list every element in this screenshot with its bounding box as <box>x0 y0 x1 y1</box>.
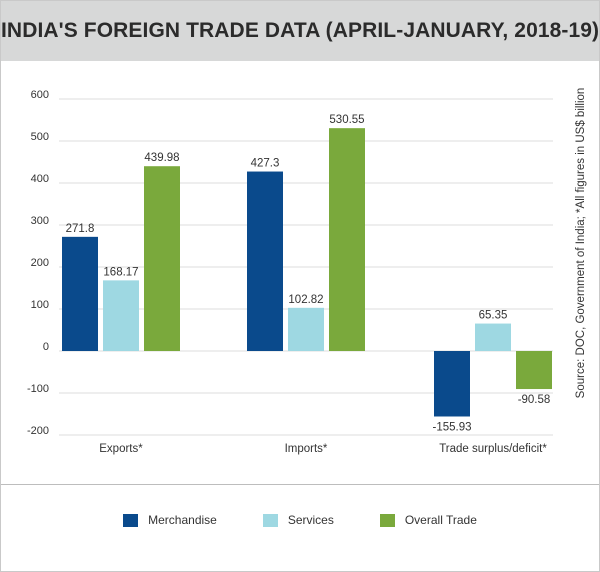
y-tick-label: 300 <box>31 215 49 227</box>
chart-title: INDIA'S FOREIGN TRADE DATA (APRIL-JANUAR… <box>1 19 600 42</box>
y-tick-label: 400 <box>31 173 49 185</box>
x-tick-label: Trade surplus/deficit* <box>439 443 547 455</box>
data-label: 65.35 <box>479 310 508 322</box>
bar-chart: 600 500 400 300 200 100 0 -100 -200 271.8 168.17 43… <box>27 88 587 455</box>
legend-swatch-merchandise <box>123 513 139 527</box>
legend: Merchandise Services Overall Trade <box>1 508 599 532</box>
data-label: 168.17 <box>103 266 138 278</box>
legend-item-merchandise: Merchandise <box>123 513 217 527</box>
y-tick-label: -100 <box>27 383 49 395</box>
legend-divider <box>1 484 599 485</box>
data-label: 530.55 <box>329 114 364 126</box>
x-tick-label: Exports* <box>99 443 143 455</box>
legend-label-overall-trade: Overall Trade <box>404 513 477 527</box>
legend-swatch-services <box>262 513 278 527</box>
bar <box>247 171 283 351</box>
legend-item-overall-trade: Overall Trade <box>379 513 477 527</box>
x-tick-label: Imports* <box>285 443 328 455</box>
y-tick-label: 200 <box>31 257 49 269</box>
y-tick-label: 500 <box>31 131 49 143</box>
data-label: 439.98 <box>144 152 179 164</box>
data-label: 271.8 <box>66 223 95 235</box>
bar <box>144 166 180 351</box>
bar <box>516 351 552 390</box>
bar <box>329 128 365 351</box>
data-label: -90.58 <box>518 394 551 406</box>
legend-label-services: Services <box>287 513 334 527</box>
bar <box>62 236 98 351</box>
bar <box>475 323 511 351</box>
title-bar <box>1 1 599 61</box>
legend-item-services: Services <box>262 513 334 527</box>
bar <box>434 351 470 417</box>
y-tick-label: 100 <box>31 299 49 311</box>
source-note: Source: DOC, Government of India; *All f… <box>575 88 587 399</box>
data-label: 427.3 <box>251 158 280 170</box>
bar <box>288 307 324 351</box>
y-tick-label: 600 <box>31 89 49 101</box>
data-label: -155.93 <box>432 421 471 433</box>
y-tick-label: 0 <box>43 341 49 353</box>
data-label: 102.82 <box>288 294 323 306</box>
legend-label-merchandise: Merchandise <box>148 513 217 527</box>
y-tick-label: -200 <box>27 425 49 437</box>
legend-swatch-overall-trade <box>379 513 395 527</box>
bar <box>103 280 139 351</box>
